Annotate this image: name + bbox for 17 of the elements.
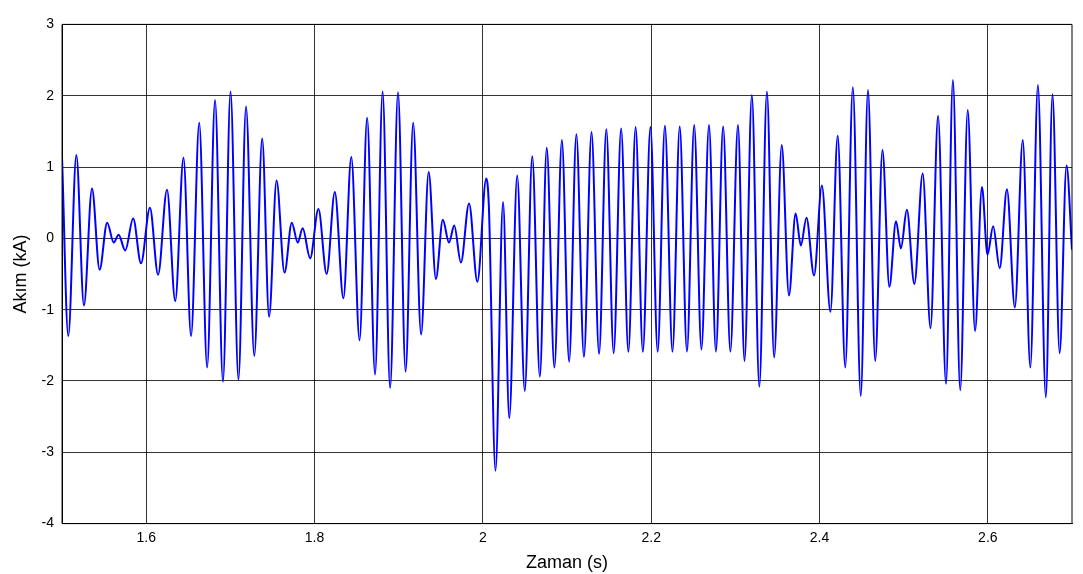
x-tick-label: 1.8	[304, 528, 325, 545]
y-tick-label: -3	[41, 443, 55, 460]
y-tick-label: 1	[46, 157, 55, 174]
x-tick-label: 2.4	[809, 528, 830, 545]
x-axis-title: Zaman (s)	[526, 552, 609, 573]
x-tick-label: 2.2	[641, 528, 662, 545]
x-tick-label: 2	[478, 528, 487, 545]
y-tick-label: -4	[41, 514, 55, 531]
y-tick-label: 0	[46, 229, 55, 246]
y-tick-label: 2	[46, 86, 55, 103]
y-tick-label: 3	[46, 15, 55, 32]
y-tick-label: -2	[41, 371, 55, 388]
x-tick-label: 1.6	[136, 528, 157, 545]
y-axis-title: Akım (kA)	[9, 234, 30, 314]
x-tick-label: 2.6	[978, 528, 998, 545]
line-series	[62, 79, 1072, 472]
y-tick-label: -1	[41, 300, 55, 317]
